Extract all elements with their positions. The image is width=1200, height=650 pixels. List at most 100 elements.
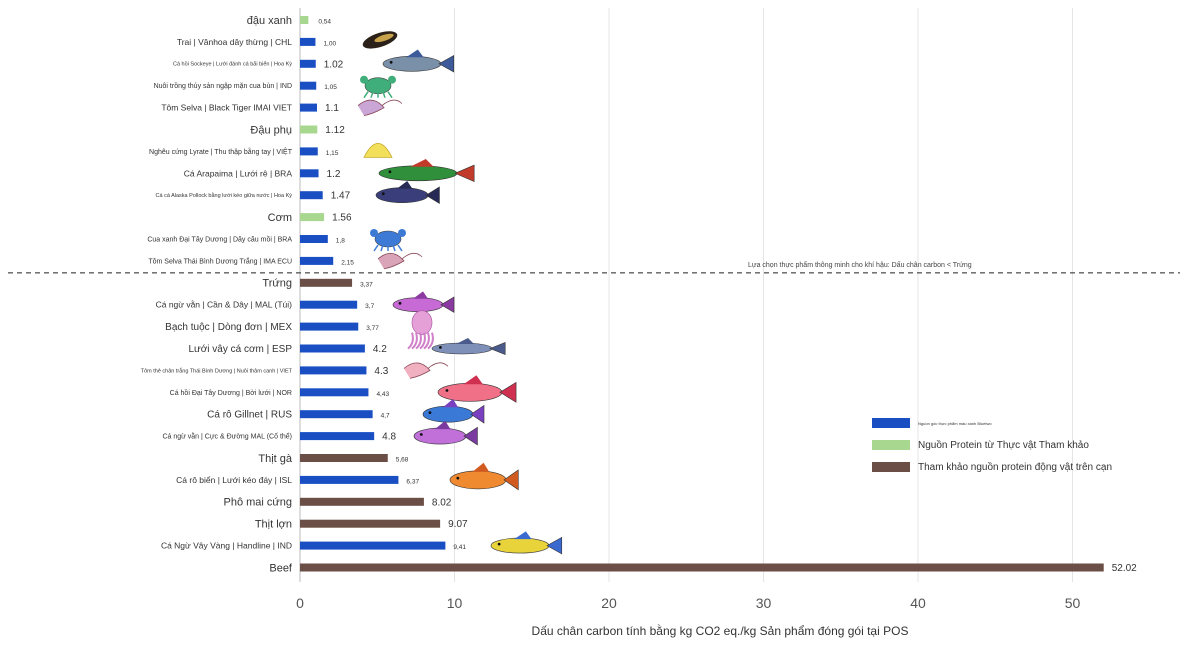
category-label: Cá ngừ vằn | Cực & Đường MAL (Cố thể) [162, 432, 292, 441]
legend-label-plant: Nguồn Protein từ Thực vật Tham khảo [918, 439, 1089, 451]
category-label: Trai | Vânhoa dây thừng | CHL [177, 37, 292, 47]
category-label: Cá ngừ vằn | Cần & Dây | MAL (Túi) [156, 300, 293, 310]
category-label: Cá hồi Sockeye | Lưới đánh cá bãi biển |… [173, 61, 292, 68]
value-label: 5,68 [396, 457, 409, 464]
food-illustrations [357, 31, 563, 555]
category-label: Cá rô Gillnet | RUS [207, 410, 292, 421]
x-axis-title: Dấu chân carbon tính bằng kg CO2 eq./kg … [531, 624, 909, 638]
skipjack2-icon [413, 420, 478, 446]
category-label: Tôm Selva Thái Bình Dương Trắng | IMA EC… [148, 256, 292, 265]
value-label: 1.02 [324, 59, 344, 70]
bar-seafood [300, 59, 316, 68]
bar-seafood [300, 169, 319, 178]
arapaima-icon [378, 159, 475, 183]
category-label: Tôm Selva | Black Tiger IMAI VIET [161, 103, 292, 113]
bar-plant [300, 213, 325, 222]
yellowfin-icon [490, 531, 563, 555]
bar-seafood [300, 388, 369, 397]
category-label: Cá rô biển | Lưới kéo đáy | ISL [176, 475, 292, 485]
value-label: 1,00 [323, 40, 336, 47]
bar-seafood [300, 191, 323, 200]
category-label: Cơm [268, 212, 292, 224]
category-label: Cá Arapaima | Lưới rê | BRA [184, 168, 293, 178]
category-label: Cá Ngừ Vây Vàng | Handline | IND [161, 541, 292, 551]
bar-seafood [300, 410, 373, 419]
clam-icon [363, 143, 393, 158]
shrimp-icon [357, 99, 403, 116]
legend-swatch-seafood [872, 418, 910, 428]
value-label: 1,15 [326, 150, 339, 157]
bluecrab-icon [370, 229, 406, 252]
redfish-icon [449, 462, 519, 491]
bar-land [300, 563, 1104, 572]
value-label: 1.47 [331, 191, 351, 202]
bar-plant [300, 125, 318, 134]
skipjack-icon [392, 291, 455, 313]
value-label: 1.1 [325, 103, 339, 114]
bar-seafood [300, 475, 399, 484]
legend-item-land: Tham khảo nguồn protein động vật trên cạ… [872, 456, 1112, 478]
value-label: 0,54 [318, 19, 331, 26]
category-label: đậu xanh [247, 15, 292, 27]
x-tick-label: 0 [296, 595, 304, 611]
bar-land [300, 278, 353, 287]
mussel-icon [362, 31, 398, 49]
legend-swatch-plant [872, 440, 910, 450]
value-labels: 0,54 1,00 1.02 1,05 1.1 1.12 1,15 1.2 1.47 1.56 1,… [318, 19, 1137, 575]
bars [300, 16, 1104, 572]
category-label: Đậu phụ [250, 124, 292, 136]
legend-item-plant: Nguồn Protein từ Thực vật Tham khảo [872, 434, 1112, 456]
value-label: 3,37 [360, 281, 373, 288]
category-label: Nuôi trồng thủy sản ngập mặn cua bùn | I… [154, 81, 292, 90]
x-tick-label: 50 [1065, 595, 1081, 611]
bar-land [300, 497, 424, 506]
category-label: Trứng [262, 278, 292, 290]
x-tick-label: 30 [756, 595, 772, 611]
threshold-annotation: Lựa chọn thực phẩm thông minh cho khí hậ… [748, 262, 972, 269]
category-label: Lưới vây cá cơm | ESP [188, 344, 292, 355]
bar-land [300, 519, 441, 528]
category-label: Beef [269, 562, 293, 574]
bar-plant [300, 16, 309, 24]
value-label: 2,15 [341, 259, 354, 266]
octopus-icon [407, 310, 434, 350]
value-label: 9.07 [448, 519, 468, 530]
bar-seafood [300, 147, 318, 156]
category-label: Cua xanh Đại Tây Dương | Dây câu mồi | B… [147, 234, 292, 243]
x-axis-ticks: 0 10 20 30 40 50 [296, 595, 1080, 611]
value-label: 4.2 [373, 344, 387, 355]
value-label: 8.02 [432, 497, 452, 508]
bar-seafood [300, 322, 359, 331]
legend: Nguồn gốc thực phẩm màu xanh Bluetwo Ngu… [872, 412, 1112, 478]
category-labels: đậu xanh Trai | Vânhoa dây thừng | CHL Cá … [141, 15, 293, 574]
category-label: Nghêu cứng Lyrate | Thu thập bằng tay | … [149, 147, 293, 156]
category-label: Cá cá Alaska Pollock bằng lưới kéo giữa … [156, 192, 293, 199]
bar-seafood [300, 344, 365, 353]
value-label: 4,7 [381, 413, 390, 420]
whiteshrimp-icon [377, 253, 423, 270]
value-label: 1,8 [336, 238, 345, 245]
category-label: Phô mai cứng [223, 497, 292, 509]
value-label: 52.02 [1112, 563, 1137, 574]
salmon-icon [382, 49, 455, 73]
category-label: Cá hồi Đại Tây Dương | Bởi lưới | NOR [170, 388, 292, 397]
category-label: Thịt gà [258, 453, 293, 465]
atlsalmon-icon [437, 375, 517, 403]
legend-item-seafood: Nguồn gốc thực phẩm màu xanh Bluetwo [872, 412, 1112, 434]
category-label: Thịt lợn [255, 519, 292, 531]
bar-seafood [300, 256, 334, 265]
value-label: 4.8 [382, 432, 396, 443]
vannamei-icon [403, 362, 449, 379]
anchovy-icon [431, 338, 506, 355]
bar-seafood [300, 81, 317, 90]
value-label: 3,77 [366, 325, 379, 332]
bar-land [300, 454, 388, 462]
value-label: 1.56 [332, 213, 352, 224]
legend-label-land: Tham khảo nguồn protein động vật trên cạ… [918, 461, 1113, 473]
bar-seafood [300, 541, 446, 550]
legend-label-seafood: Nguồn gốc thực phẩm màu xanh Bluetwo [918, 420, 992, 426]
value-label: 1.12 [325, 125, 345, 136]
value-label: 6,37 [406, 478, 419, 485]
grid-lines [299, 8, 1073, 582]
